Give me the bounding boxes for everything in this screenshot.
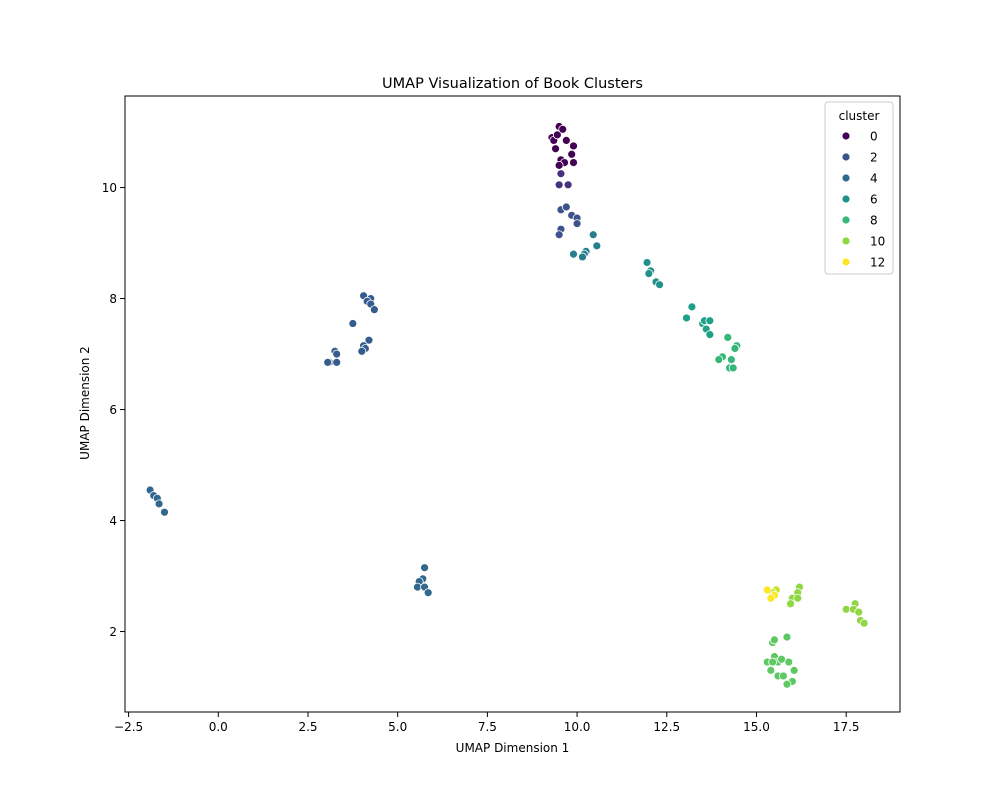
legend-marker	[841, 152, 851, 162]
x-tick-label: 12.5	[653, 720, 680, 734]
data-point-cluster-2	[554, 230, 564, 240]
data-point-cluster-6	[655, 280, 665, 290]
y-tick-label: 10	[102, 181, 117, 195]
legend-label: 4	[870, 172, 878, 186]
x-tick-label: −2.5	[114, 720, 143, 734]
x-tick-label: 0.0	[209, 720, 228, 734]
data-point-cluster-9	[770, 635, 779, 645]
data-point-cluster-6	[642, 258, 652, 267]
data-point-cluster-1	[556, 169, 566, 179]
data-point-cluster-10	[786, 599, 795, 609]
data-points	[145, 122, 869, 689]
data-point-cluster-4	[420, 563, 429, 573]
y-tick-label: 6	[109, 403, 117, 417]
legend-label: 10	[870, 235, 885, 249]
legend-marker	[841, 236, 851, 246]
data-point-cluster-5	[578, 252, 587, 262]
legend-box	[824, 101, 894, 275]
data-point-cluster-7	[682, 313, 691, 323]
legend-label: 8	[870, 214, 878, 228]
legend-label: 6	[870, 193, 878, 207]
data-point-cluster-0	[561, 135, 571, 145]
legend-title: cluster	[839, 109, 880, 123]
data-point-cluster-8	[726, 355, 736, 365]
data-point-cluster-3	[364, 335, 374, 345]
data-point-cluster-3	[369, 305, 379, 315]
x-axis: −2.5 0.0 2.5 5.0 7.5 10.0 12.5 15.0 17.5	[114, 712, 860, 734]
plot-area-frame	[124, 95, 901, 713]
legend-label: 2	[870, 151, 878, 165]
y-tick-label: 4	[109, 514, 117, 528]
data-point-cluster-3	[348, 319, 358, 328]
data-point-cluster-9	[782, 679, 792, 689]
data-point-cluster-3	[332, 357, 342, 367]
x-tick-label: 15.0	[743, 720, 770, 734]
legend-marker	[841, 215, 851, 225]
data-point-cluster-9	[789, 665, 799, 675]
data-point-cluster-10	[793, 593, 803, 603]
legend-marker	[841, 194, 851, 204]
legend-marker	[841, 257, 851, 267]
data-point-cluster-4	[154, 499, 164, 509]
data-point-cluster-3	[357, 346, 367, 356]
data-point-cluster-5	[588, 230, 598, 240]
data-point-cluster-12	[766, 593, 776, 603]
data-point-cluster-5	[569, 249, 578, 259]
data-point-cluster-1	[563, 180, 573, 190]
data-point-cluster-7	[687, 302, 697, 312]
data-point-cluster-0	[554, 160, 564, 170]
y-tick-label: 8	[109, 292, 117, 306]
data-point-cluster-8	[723, 333, 733, 342]
data-point-cluster-8	[714, 355, 724, 365]
data-point-cluster-8	[728, 363, 738, 373]
data-point-cluster-0	[569, 141, 578, 151]
x-tick-label: 17.5	[833, 720, 860, 734]
data-point-cluster-2	[561, 202, 571, 212]
data-point-cluster-9	[766, 665, 776, 675]
data-point-cluster-0	[551, 144, 560, 154]
data-point-cluster-10	[854, 607, 864, 617]
y-axis-label: UMAP Dimension 2	[78, 346, 92, 460]
data-point-cluster-3	[323, 357, 333, 367]
y-axis: 2 4 6 8 10	[102, 181, 125, 639]
data-point-cluster-0	[558, 124, 568, 134]
data-point-cluster-4	[160, 507, 169, 517]
data-point-cluster-12	[762, 585, 772, 595]
data-point-cluster-3	[332, 349, 342, 359]
data-point-cluster-2	[572, 219, 582, 229]
data-point-cluster-8	[730, 344, 740, 353]
data-point-cluster-9	[778, 671, 788, 681]
x-tick-label: 7.5	[478, 720, 497, 734]
legend-label: 0	[870, 130, 878, 144]
chart-title: UMAP Visualization of Book Clusters	[382, 76, 643, 92]
data-point-cluster-0	[569, 158, 578, 167]
data-point-cluster-6	[644, 269, 654, 278]
x-tick-label: 2.5	[298, 720, 317, 734]
data-point-cluster-5	[592, 241, 602, 251]
legend: cluster 0 2 4 6 8 10 12	[824, 101, 894, 275]
x-tick-label: 10.0	[564, 720, 591, 734]
legend-marker	[841, 131, 851, 141]
legend-label: 12	[870, 256, 885, 270]
data-point-cluster-10	[859, 618, 869, 628]
legend-marker	[841, 173, 851, 183]
y-tick-label: 2	[109, 625, 117, 639]
data-point-cluster-7	[705, 316, 715, 326]
data-point-cluster-0	[567, 149, 577, 159]
data-point-cluster-9	[784, 657, 794, 667]
x-axis-label: UMAP Dimension 1	[456, 741, 570, 755]
data-point-cluster-9	[782, 632, 792, 642]
data-point-cluster-7	[705, 330, 715, 340]
data-point-cluster-4	[423, 588, 433, 598]
data-point-cluster-0	[552, 130, 562, 140]
data-point-cluster-1	[554, 180, 564, 190]
x-tick-label: 5.0	[388, 720, 407, 734]
data-point-cluster-9	[768, 657, 778, 667]
